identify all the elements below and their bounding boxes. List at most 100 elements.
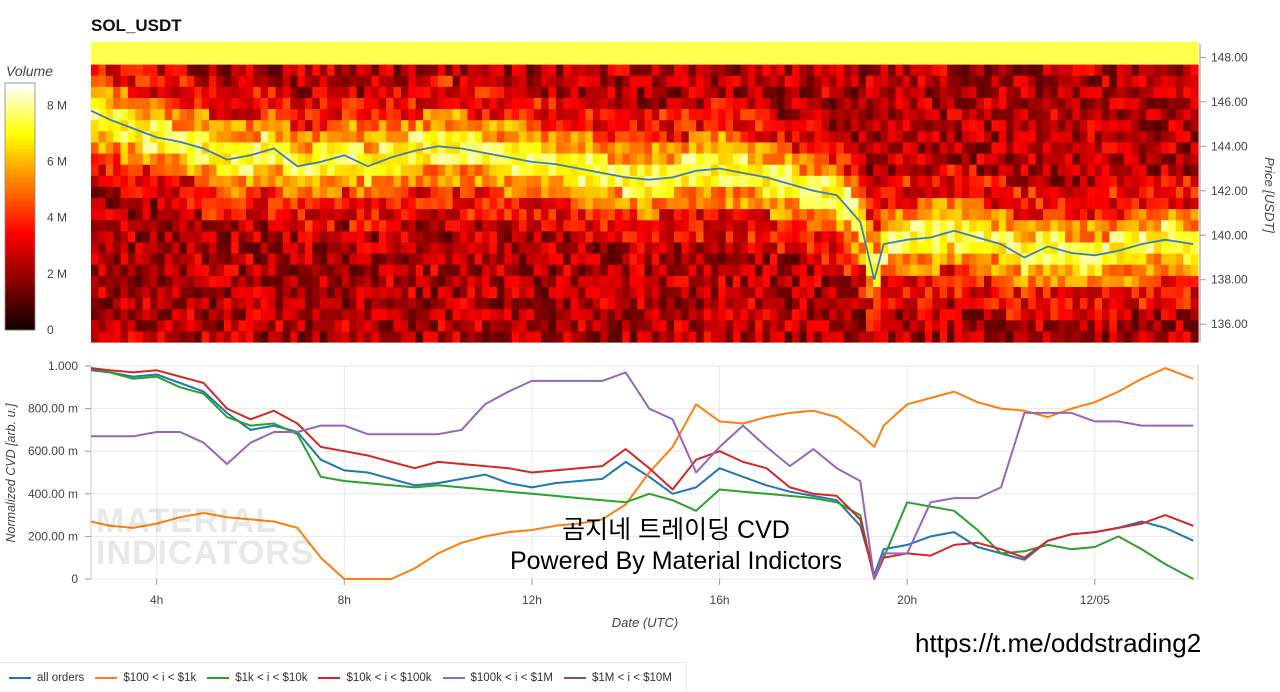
heatmap-cell (600, 208, 609, 221)
heatmap-cell (563, 208, 572, 221)
heatmap-cell (740, 330, 749, 343)
heatmap-cell (843, 141, 852, 154)
heatmap-cell (260, 330, 269, 343)
heatmap-cell (555, 297, 564, 310)
heatmap-cell (186, 97, 195, 110)
heatmap-cell (238, 97, 247, 110)
heatmap-cell (445, 308, 454, 321)
heatmap-cell (349, 219, 358, 232)
heatmap-cell (888, 41, 897, 54)
heatmap-cell (519, 308, 528, 321)
heatmap-cell (681, 130, 690, 143)
heatmap-cell (371, 253, 380, 265)
heatmap-cell (290, 275, 299, 288)
heatmap-cell (851, 141, 860, 154)
heatmap-cell (541, 319, 550, 332)
legend-item[interactable]: $10k < i < $100k (318, 672, 432, 684)
heatmap-cell (880, 308, 889, 321)
heatmap-cell (1006, 330, 1015, 343)
heatmap-cell (1131, 164, 1140, 176)
heatmap-cell (578, 141, 587, 154)
legend-item[interactable]: $1k < i < $10k (207, 672, 307, 684)
heatmap-cell (445, 108, 454, 121)
heatmap-cell (733, 152, 742, 165)
heatmap-cell (888, 75, 897, 87)
heatmap-cell (902, 108, 911, 121)
heatmap-cell (1013, 253, 1022, 265)
heatmap-cell (91, 275, 99, 288)
heatmap-cell (186, 219, 195, 232)
heatmap-cell (172, 75, 181, 87)
heatmap-cell (1146, 186, 1155, 199)
heatmap-cell (644, 241, 653, 254)
colorbar-step (5, 120, 35, 125)
heatmap-cell (570, 186, 579, 199)
colorbar-step (5, 115, 35, 121)
heatmap-cell (489, 86, 498, 98)
legend-item[interactable]: $100k < i < $1M (442, 672, 553, 684)
heatmap-cell (651, 230, 660, 243)
heatmap-cell (91, 297, 99, 310)
heatmap-cell (1102, 308, 1111, 321)
price-series-line (90, 109, 1194, 280)
heatmap-cell (290, 175, 299, 187)
heatmap-cell (268, 286, 277, 299)
heatmap-cell (961, 197, 970, 210)
heatmap-cell (1057, 86, 1066, 98)
heatmap-cell (1006, 230, 1015, 243)
legend-item[interactable]: all orders (9, 672, 84, 684)
heatmap-cell (969, 52, 978, 65)
heatmap-cell (1087, 219, 1096, 232)
heatmap-cell (644, 41, 653, 54)
heatmap-cell (578, 52, 587, 65)
heatmap-cell (843, 308, 852, 321)
heatmap-cell (474, 264, 483, 276)
heatmap-cell (792, 64, 801, 76)
heatmap-cell (733, 52, 742, 65)
heatmap-cell (924, 164, 933, 176)
heatmap-cell (1153, 152, 1162, 165)
heatmap-cell (651, 119, 660, 132)
heatmap-cell (814, 86, 823, 98)
heatmap-cell (910, 97, 919, 110)
heatmap-cell (1109, 197, 1118, 210)
heatmap-cell (681, 297, 690, 310)
heatmap-cell (806, 52, 815, 65)
legend-item[interactable]: $1M < i < $10M (564, 672, 672, 684)
heatmap-cell (467, 297, 476, 310)
heatmap-cell (194, 286, 203, 299)
heatmap-cell (622, 253, 631, 265)
heatmap-cell (378, 230, 387, 243)
telegram-link[interactable]: https://t.me/oddstrading2 (915, 628, 1202, 658)
heatmap-cell (268, 64, 277, 76)
heatmap-cell (910, 308, 919, 321)
cvd-x-axis-label: Date (UTC) (612, 615, 678, 630)
heatmap-cell (194, 219, 203, 232)
heatmap-cell (297, 230, 306, 243)
heatmap-cell (865, 241, 874, 254)
heatmap-cell (1161, 197, 1170, 210)
heatmap-cell (784, 219, 793, 232)
heatmap-cell (1094, 253, 1103, 265)
heatmap-cell (976, 230, 985, 243)
heatmap-cell (814, 230, 823, 243)
heatmap-cell (319, 286, 328, 299)
heatmap-cell (541, 64, 550, 76)
heatmap-cell (969, 108, 978, 121)
heatmap-cell (1102, 52, 1111, 65)
heatmap-cell (998, 286, 1007, 299)
heatmap-cell (688, 230, 697, 243)
heatmap-cell (452, 86, 461, 98)
heatmap-cell (1190, 52, 1199, 65)
heatmap-cell (769, 319, 778, 332)
heatmap-cell (312, 141, 321, 154)
heatmap-cell (334, 86, 343, 98)
heatmap-cell (622, 52, 631, 65)
legend-item[interactable]: $100 < i < $1k (95, 672, 196, 684)
heatmap-cell (400, 330, 409, 343)
heatmap-cell (696, 64, 705, 76)
heatmap-cell (415, 119, 424, 132)
heatmap-cell (98, 230, 107, 243)
heatmap-cell (570, 264, 579, 276)
heatmap-cell (268, 186, 277, 199)
